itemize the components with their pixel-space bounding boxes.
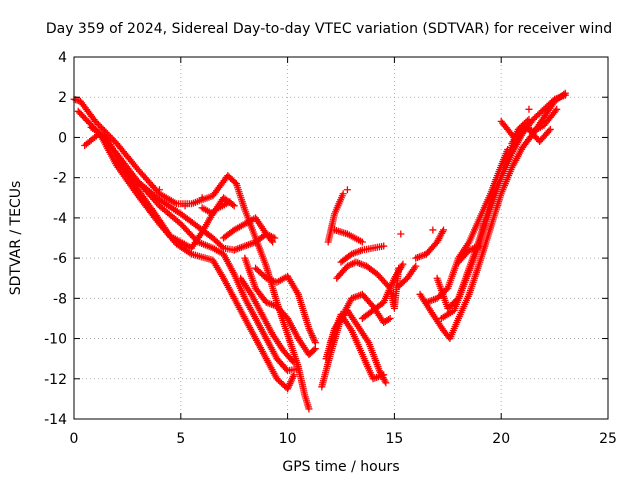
data-point <box>525 105 533 113</box>
x-tick-label: 25 <box>599 431 617 447</box>
data-point <box>310 346 318 354</box>
y-tick-label: 2 <box>58 90 67 106</box>
data-point <box>440 226 448 234</box>
x-tick-label: 0 <box>70 431 79 447</box>
data-point <box>523 117 531 125</box>
data-point <box>181 202 189 210</box>
data-point <box>311 339 319 347</box>
y-tick-label: -12 <box>44 372 67 388</box>
data-point <box>294 365 302 373</box>
data-point <box>339 190 347 198</box>
data-point <box>93 119 101 127</box>
data-point <box>186 249 194 257</box>
data-point <box>343 186 351 194</box>
chart-title: Day 359 of 2024, Sidereal Day-to-day VTE… <box>46 21 612 37</box>
data-point <box>198 194 206 202</box>
axis-ticks <box>73 56 609 420</box>
data-point <box>94 121 102 129</box>
data-point <box>269 238 277 246</box>
data-point <box>229 201 237 209</box>
data-point <box>382 379 390 387</box>
data-point <box>267 236 275 244</box>
data-point <box>525 115 533 123</box>
data-point <box>561 91 569 99</box>
y-tick-label: 0 <box>58 130 67 146</box>
data-point <box>311 345 319 353</box>
data-point <box>99 125 107 133</box>
y-tick-label: -10 <box>44 332 67 348</box>
y-tick-labels: 4 2 0 -2 -4 -6 -8 -10 -12 -14 <box>44 50 67 428</box>
data-point <box>397 230 405 238</box>
data-point <box>546 125 554 133</box>
data-point <box>290 359 298 367</box>
data-point <box>230 202 238 210</box>
x-tick-labels: 0 5 10 15 20 25 <box>70 431 617 447</box>
data-point <box>429 226 437 234</box>
data-point <box>480 218 488 226</box>
grid-lines <box>74 57 608 419</box>
plot-frame <box>73 56 609 420</box>
y-tick-label: -14 <box>44 412 67 428</box>
data-point <box>110 136 118 144</box>
data-point <box>412 262 420 270</box>
data-points <box>70 89 569 413</box>
y-tick-label: -8 <box>53 291 67 307</box>
y-tick-label: -4 <box>53 211 67 227</box>
data-point <box>305 405 313 413</box>
data-point <box>358 238 366 246</box>
x-tick-label: 20 <box>492 431 510 447</box>
x-tick-label: 5 <box>176 431 185 447</box>
data-point <box>380 371 388 379</box>
data-point <box>96 122 104 130</box>
y-axis-label: SDTVAR / TECUs <box>8 181 24 296</box>
y-tick-label: -6 <box>53 251 67 267</box>
data-point <box>290 371 298 379</box>
data-point <box>385 315 393 323</box>
data-point <box>282 365 290 373</box>
data-point <box>97 124 105 132</box>
x-tick-label: 15 <box>385 431 403 447</box>
y-tick-label: 4 <box>58 50 67 66</box>
data-point <box>289 357 297 365</box>
data-point <box>553 105 561 113</box>
data-point <box>155 186 163 194</box>
data-point <box>545 127 553 135</box>
data-point <box>399 260 407 268</box>
data-point <box>386 314 394 322</box>
data-point <box>91 117 99 125</box>
data-point <box>380 242 388 250</box>
data-point <box>218 243 226 251</box>
data-point <box>551 107 559 115</box>
x-axis-label: GPS time / hours <box>282 459 399 475</box>
x-tick-label: 10 <box>279 431 297 447</box>
y-tick-label: -2 <box>53 171 67 187</box>
